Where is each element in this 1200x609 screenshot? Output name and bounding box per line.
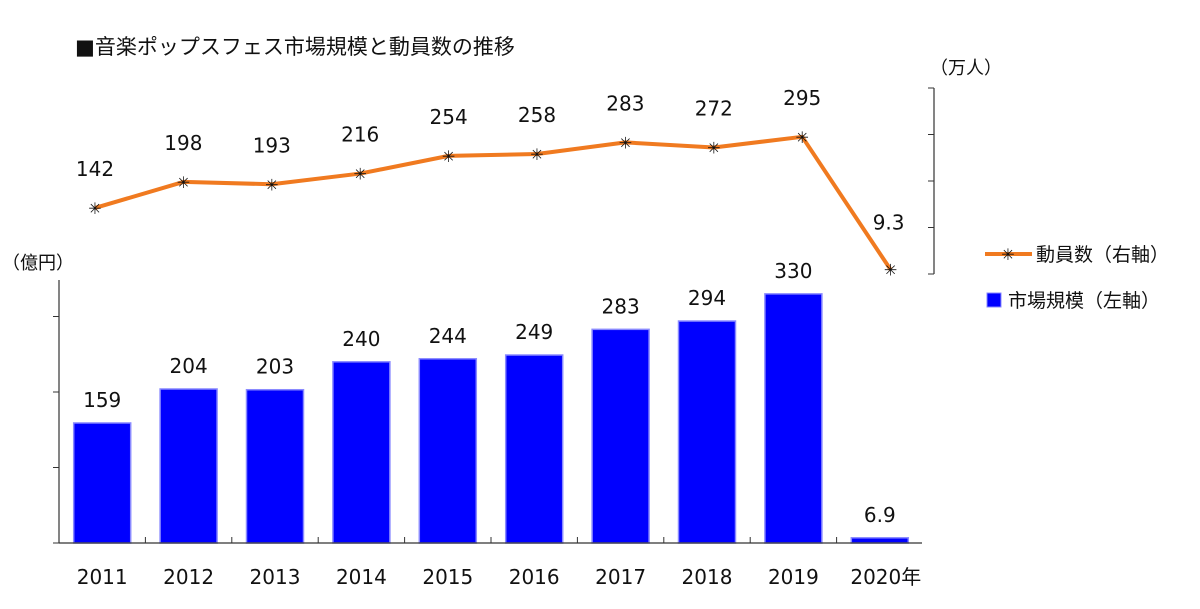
x-tick-label: 2013 bbox=[250, 565, 301, 589]
line-marker-icon: ✳ bbox=[88, 199, 101, 218]
bar-data-label: 203 bbox=[256, 355, 294, 379]
line-marker-icon: ✳ bbox=[795, 128, 808, 147]
line-data-label: 272 bbox=[695, 97, 733, 121]
line-data-label: 216 bbox=[341, 123, 379, 147]
x-tick-label: 2018 bbox=[682, 565, 733, 589]
x-tick-label: 2011 bbox=[77, 565, 128, 589]
bar bbox=[850, 537, 910, 544]
line-marker-icon: ✳ bbox=[884, 261, 897, 280]
x-tick-label: 2016 bbox=[509, 565, 560, 589]
bar-data-label: 283 bbox=[602, 294, 640, 318]
bar-data-label: 6.9 bbox=[864, 503, 896, 527]
bar-data-label: 159 bbox=[83, 388, 121, 412]
legend: ✳ 動員数（右軸） 市場規模（左軸） bbox=[985, 244, 1169, 312]
legend-bar-label: 市場規模（左軸） bbox=[1008, 290, 1160, 312]
line-data-label: 198 bbox=[164, 131, 202, 155]
line-marker-icon: ✳ bbox=[619, 133, 632, 152]
bar bbox=[591, 328, 650, 544]
bar-data-label: 204 bbox=[170, 354, 208, 378]
line-data-label: 283 bbox=[606, 91, 644, 115]
legend-line-label: 動員数（右軸） bbox=[1036, 244, 1169, 266]
bar-data-label: 330 bbox=[774, 259, 812, 283]
x-tick-label: 2015 bbox=[422, 565, 473, 589]
line-data-label: 258 bbox=[518, 103, 556, 127]
x-tick-label: 2019 bbox=[768, 565, 819, 589]
line-data-label: 193 bbox=[253, 133, 291, 157]
bar bbox=[418, 358, 478, 544]
line-marker-icon: ✳ bbox=[707, 139, 720, 158]
legend-line-marker-icon: ✳ bbox=[1001, 245, 1014, 264]
line-marker-icon: ✳ bbox=[353, 165, 366, 184]
line-series bbox=[94, 134, 893, 271]
bar bbox=[764, 293, 823, 544]
bar bbox=[332, 361, 391, 544]
line-marker-icon: ✳ bbox=[265, 175, 278, 194]
x-tick-label: 2017 bbox=[595, 565, 646, 589]
bar-data-label: 244 bbox=[429, 324, 467, 348]
line-data-label: 295 bbox=[783, 86, 821, 110]
legend-bar-swatch bbox=[986, 292, 1002, 308]
bar bbox=[504, 354, 564, 544]
bar-data-label: 294 bbox=[688, 286, 726, 310]
bar bbox=[245, 388, 305, 544]
line-marker-icon: ✳ bbox=[530, 145, 543, 164]
left-axis-label: （億円） bbox=[2, 253, 74, 274]
line-data-label: 142 bbox=[76, 157, 114, 181]
line-data-label: 9.3 bbox=[873, 211, 905, 235]
bar bbox=[72, 422, 132, 544]
x-tick-label: 2014 bbox=[336, 565, 387, 589]
line-data-label: 254 bbox=[430, 105, 468, 129]
right-axis-label: （万人） bbox=[930, 58, 1002, 79]
x-tick-label: 2012 bbox=[163, 565, 214, 589]
line-marker-icon: ✳ bbox=[442, 147, 455, 166]
chart-title: ■音楽ポップスフェス市場規模と動員数の推移 bbox=[75, 35, 515, 59]
bar bbox=[159, 388, 218, 544]
bar bbox=[677, 320, 737, 544]
bar-data-label: 249 bbox=[515, 320, 553, 344]
line-marker-icon: ✳ bbox=[177, 173, 190, 192]
bar-data-label: 240 bbox=[342, 327, 380, 351]
x-tick-label: 2020年 bbox=[850, 565, 921, 589]
